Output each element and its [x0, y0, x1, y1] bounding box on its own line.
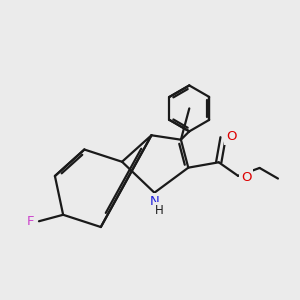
Text: O: O [226, 130, 237, 143]
Text: F: F [27, 215, 34, 228]
Text: H: H [154, 204, 163, 217]
Text: N: N [149, 195, 159, 208]
Text: O: O [241, 171, 251, 184]
